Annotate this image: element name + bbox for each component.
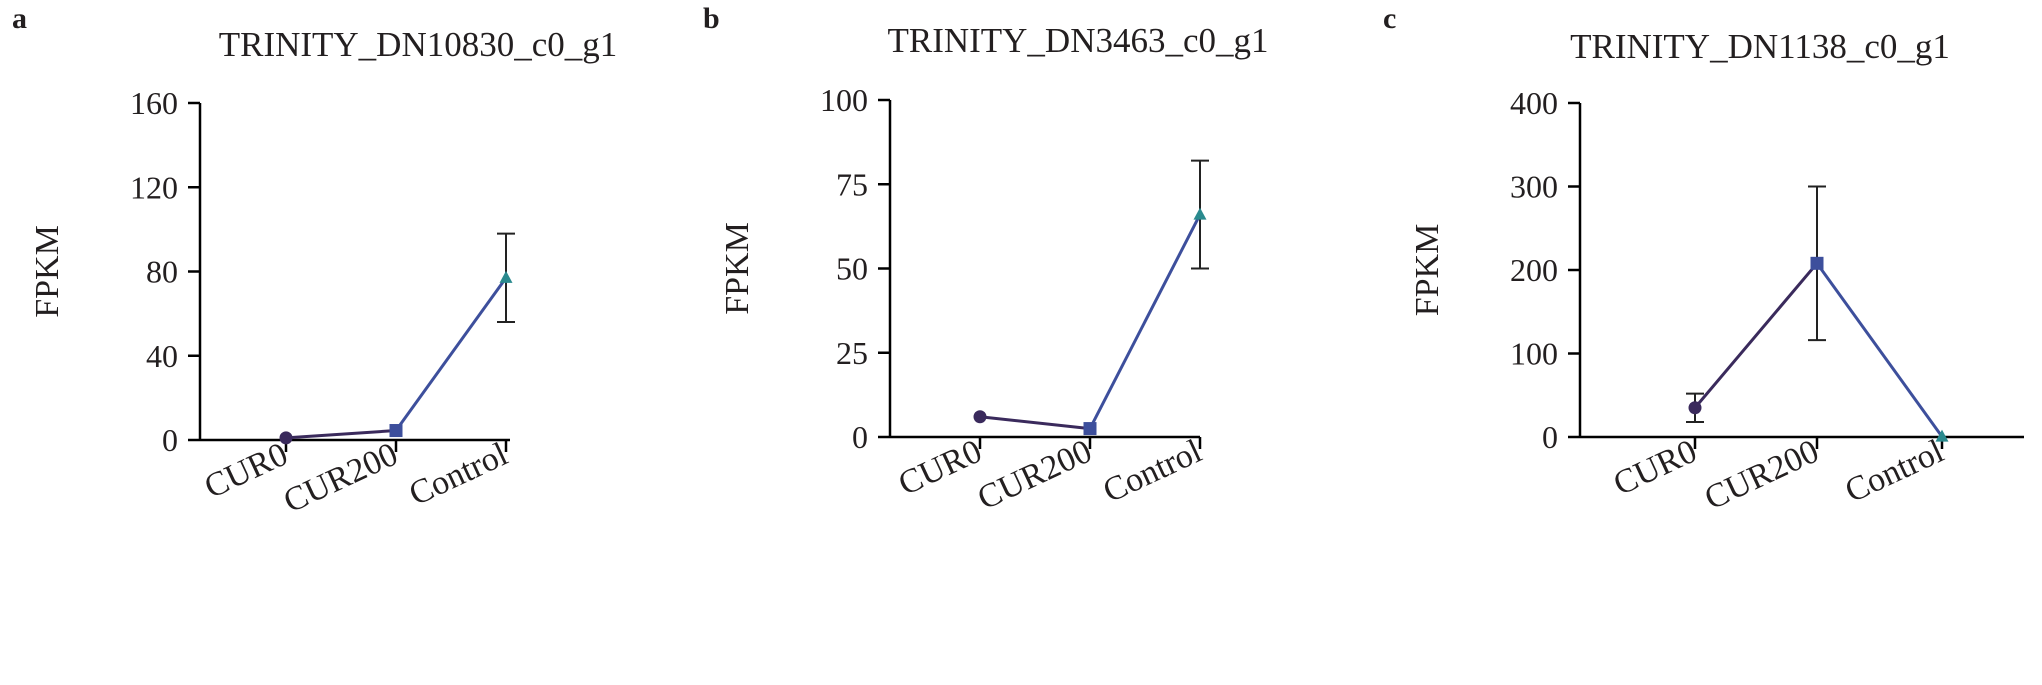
y-tick-label: 100: [820, 82, 868, 118]
y-tick-label: 80: [146, 254, 178, 290]
x-tick-label: CUR200: [1699, 433, 1824, 518]
series-line-segment: [1088, 213, 1202, 430]
x-tick-label: Control: [1840, 433, 1950, 510]
chart-title: TRINITY_DN1138_c0_g1: [1570, 27, 1950, 66]
y-tick-label: 300: [1510, 169, 1558, 205]
y-tick-label: 0: [162, 422, 178, 458]
y-tick-label: 0: [1542, 419, 1558, 455]
x-tick-label: CUR0: [893, 433, 987, 503]
y-tick-label: 160: [130, 85, 178, 121]
y-tick-label: 0: [852, 419, 868, 455]
panel-label: a: [12, 2, 27, 35]
data-point: [1688, 401, 1702, 415]
chart-title: TRINITY_DN10830_c0_g1: [219, 25, 618, 64]
x-tick-label: CUR200: [278, 436, 403, 521]
x-tick-label: Control: [1098, 433, 1208, 510]
y-axis-label: FPKM: [719, 222, 756, 315]
series-line-segment: [1693, 262, 1819, 409]
y-tick-label: 40: [146, 338, 178, 374]
data-point: [499, 270, 513, 283]
y-tick-label: 200: [1510, 252, 1558, 288]
chart-panel-b: bTRINITY_DN3463_c0_g1FPKM0255075100CUR0C…: [703, 2, 1269, 517]
panel-label: b: [703, 2, 720, 35]
y-tick-label: 25: [836, 335, 868, 371]
x-tick-label: CUR0: [1608, 433, 1702, 503]
y-axis-label: FPKM: [29, 225, 66, 318]
y-tick-label: 100: [1510, 336, 1558, 372]
data-point: [1193, 207, 1207, 220]
data-point: [973, 410, 987, 424]
data-point: [1083, 422, 1097, 436]
y-tick-label: 120: [130, 169, 178, 205]
y-tick-label: 400: [1510, 85, 1558, 121]
x-tick-label: CUR0: [199, 436, 293, 506]
panel-label: c: [1383, 2, 1396, 35]
chart-panel-c: c TRINITY_DN1138_c0_g1 FPKM 0 100 200 300 400 CU…: [1383, 2, 2024, 517]
data-point: [389, 424, 403, 438]
data-point: [1810, 256, 1824, 270]
x-tick-label: CUR200: [972, 433, 1097, 518]
data-point: [1935, 429, 1949, 442]
series-line-segment: [394, 276, 508, 432]
x-tick-label: Control: [404, 436, 514, 513]
y-tick-label: 50: [836, 251, 868, 287]
data-point: [279, 431, 293, 445]
chart-title: TRINITY_DN3463_c0_g1: [887, 21, 1268, 60]
chart-panel-a: a TRINITY_DN10830_c0_g1 FPKM 0 40 80 120 160 CUR…: [12, 2, 617, 520]
y-axis-label: FPKM: [1409, 224, 1446, 317]
series-line-segment: [1815, 262, 1944, 438]
series-line-segment: [979, 415, 1091, 431]
series-line-segment: [285, 429, 397, 440]
y-tick-label: 75: [836, 166, 868, 202]
